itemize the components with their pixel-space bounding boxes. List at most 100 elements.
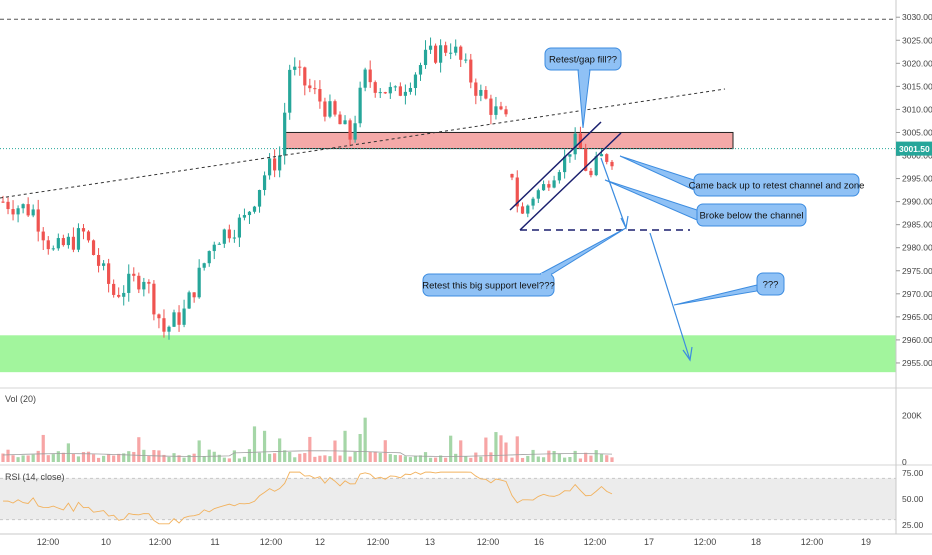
time-tick-label: 17 (644, 537, 654, 547)
candle (91, 239, 96, 256)
volume-bar (76, 456, 81, 462)
time-tick-label: 12:00 (149, 537, 172, 547)
callout-box (693, 173, 860, 197)
volume-bar (262, 430, 267, 462)
volume-bar (433, 457, 438, 462)
candle-body (557, 172, 561, 181)
candle (117, 287, 121, 299)
volume-bar (423, 452, 428, 462)
candle (547, 180, 551, 191)
volume-bar (323, 455, 327, 462)
candle-body (56, 238, 60, 249)
volume-bar (86, 451, 91, 462)
candle (222, 228, 226, 248)
volume-bar (232, 450, 236, 462)
candle (388, 82, 392, 99)
candle-body (102, 263, 106, 266)
candle-body (536, 190, 540, 199)
price-tick-label: 2995.00 (902, 174, 932, 184)
time-tick-label: 12 (315, 537, 325, 547)
candle (510, 173, 514, 181)
candle-body (167, 326, 171, 332)
candle-body (157, 314, 161, 319)
candle-body (46, 240, 50, 250)
volume-bar (21, 455, 25, 462)
candle (11, 200, 15, 221)
candle-body (353, 123, 357, 140)
candle (449, 43, 453, 60)
support-zone (0, 335, 896, 373)
candle-body (449, 52, 453, 54)
candle-body (408, 88, 413, 92)
price-tick-label: 2980.00 (902, 243, 932, 253)
candle-body (418, 65, 423, 75)
candle (363, 67, 367, 92)
volume-bar (610, 457, 614, 462)
candle (192, 292, 196, 303)
candle (46, 236, 50, 255)
candle-body (439, 45, 443, 63)
volume-bar (96, 457, 101, 462)
candle (403, 84, 407, 105)
candle (479, 84, 483, 102)
candle-body (122, 292, 126, 297)
volume-bar (589, 455, 593, 462)
callout-text: Retest this big support level??? (422, 281, 555, 292)
volume-bar (147, 455, 151, 462)
candle-body (484, 89, 488, 99)
candle (348, 118, 352, 147)
volume-bar (358, 434, 362, 462)
candle-body (217, 243, 221, 245)
volume-bar (1, 453, 5, 462)
candle-body (117, 294, 121, 297)
volume-bar (197, 440, 201, 462)
candle-body (293, 66, 297, 70)
candle-body (1, 201, 5, 203)
volume-bar (142, 449, 146, 462)
candle (152, 280, 156, 321)
volume-bar (278, 438, 282, 462)
time-tick-label: 19 (861, 537, 871, 547)
volume-bar (247, 449, 252, 462)
candle (36, 199, 40, 242)
candle-body (594, 156, 598, 176)
volume-bar (252, 426, 257, 462)
candle-body (187, 292, 191, 309)
volume-bar (242, 456, 247, 462)
candle-body (403, 91, 407, 96)
candle-body (373, 82, 377, 93)
candle-body (328, 101, 332, 117)
volume-bar (207, 449, 211, 462)
candle-body (388, 86, 392, 94)
candle-body (66, 236, 70, 246)
candle-body (147, 281, 151, 284)
candle (368, 60, 372, 88)
volume-bar (484, 437, 488, 462)
candle (303, 66, 307, 96)
candle (247, 210, 252, 224)
rsi-tick-label: 75.00 (902, 468, 924, 478)
candle (474, 78, 478, 105)
candle (323, 97, 327, 122)
price-tick-label: 2975.00 (902, 266, 932, 276)
volume-tick-label: 0 (902, 457, 907, 467)
candle-body (454, 46, 458, 53)
volume-bar (273, 453, 277, 462)
volume-bar (298, 453, 302, 462)
volume-bar (303, 453, 307, 462)
resistance-zone (284, 131, 734, 150)
volume-bar (222, 457, 226, 462)
volume-bar (16, 457, 20, 462)
candle (573, 127, 577, 160)
candle (378, 88, 382, 99)
candle (343, 115, 347, 125)
candle (278, 146, 282, 178)
volume-bar (127, 451, 131, 462)
time-tick-label: 12:00 (694, 537, 717, 547)
candle-body (515, 177, 519, 207)
candle (489, 94, 493, 125)
candle-body (504, 109, 508, 115)
candle-body (358, 87, 362, 124)
volume-bar (578, 458, 583, 462)
